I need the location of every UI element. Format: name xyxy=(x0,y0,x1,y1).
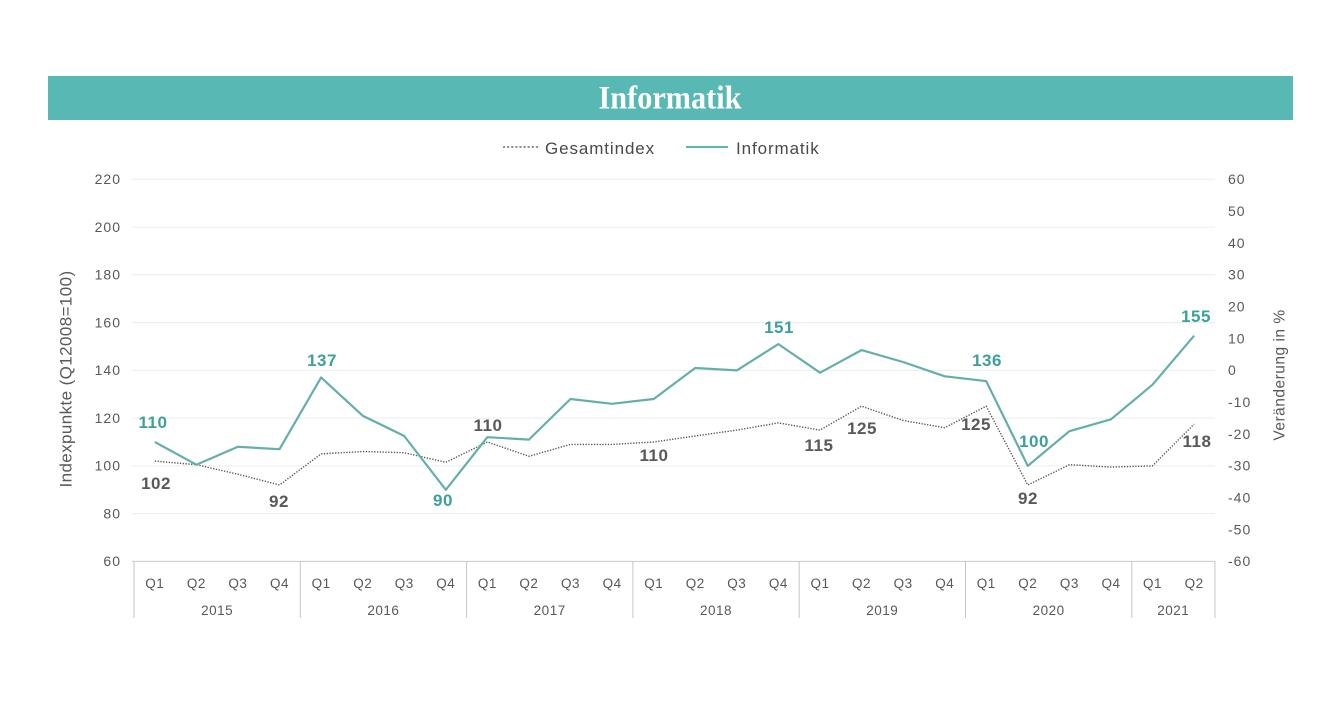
svg-text:Q1: Q1 xyxy=(810,576,829,591)
svg-text:Q3: Q3 xyxy=(1060,576,1079,591)
svg-text:Q3: Q3 xyxy=(727,576,746,591)
svg-text:136: 136 xyxy=(972,351,1002,370)
svg-text:2016: 2016 xyxy=(367,603,399,618)
svg-text:-20: -20 xyxy=(1228,426,1251,442)
svg-text:Q2: Q2 xyxy=(1185,576,1204,591)
svg-text:2021: 2021 xyxy=(1157,603,1189,618)
svg-text:110: 110 xyxy=(640,446,669,465)
svg-text:10: 10 xyxy=(1228,330,1246,346)
svg-text:200: 200 xyxy=(95,219,121,235)
svg-text:Q4: Q4 xyxy=(603,576,622,591)
svg-text:110: 110 xyxy=(139,413,168,432)
svg-text:140: 140 xyxy=(95,362,121,378)
svg-text:Q2: Q2 xyxy=(353,576,372,591)
svg-text:100: 100 xyxy=(1019,432,1049,451)
svg-text:125: 125 xyxy=(961,415,991,434)
svg-text:Informatik: Informatik xyxy=(736,139,820,158)
svg-text:118: 118 xyxy=(1183,432,1212,451)
svg-text:Q4: Q4 xyxy=(769,576,788,591)
svg-text:Informatik: Informatik xyxy=(599,81,743,117)
svg-text:Q4: Q4 xyxy=(270,576,289,591)
svg-text:Q4: Q4 xyxy=(935,576,954,591)
svg-text:2015: 2015 xyxy=(201,603,233,618)
svg-text:Q3: Q3 xyxy=(228,576,247,591)
svg-text:92: 92 xyxy=(269,492,289,511)
svg-text:Veränderung in %: Veränderung in % xyxy=(1272,309,1289,440)
svg-text:80: 80 xyxy=(103,505,121,521)
svg-text:125: 125 xyxy=(847,419,877,438)
svg-text:Gesamtindex: Gesamtindex xyxy=(545,139,655,158)
svg-text:20: 20 xyxy=(1228,299,1246,315)
svg-text:Q2: Q2 xyxy=(1018,576,1037,591)
svg-text:Q1: Q1 xyxy=(145,576,164,591)
svg-text:Q1: Q1 xyxy=(977,576,996,591)
svg-text:155: 155 xyxy=(1181,307,1211,326)
svg-text:90: 90 xyxy=(433,491,453,510)
svg-text:50: 50 xyxy=(1228,203,1246,219)
svg-text:Q3: Q3 xyxy=(561,576,580,591)
svg-text:Q3: Q3 xyxy=(395,576,414,591)
svg-text:0: 0 xyxy=(1228,362,1237,378)
svg-text:151: 151 xyxy=(764,318,794,337)
svg-text:2020: 2020 xyxy=(1033,603,1065,618)
svg-text:Q1: Q1 xyxy=(312,576,331,591)
svg-text:120: 120 xyxy=(95,410,121,426)
svg-text:92: 92 xyxy=(1018,489,1038,508)
svg-text:100: 100 xyxy=(95,458,121,474)
svg-text:Q2: Q2 xyxy=(852,576,871,591)
svg-text:30: 30 xyxy=(1228,267,1246,283)
svg-text:-50: -50 xyxy=(1228,521,1251,537)
svg-text:115: 115 xyxy=(805,436,834,455)
svg-text:2017: 2017 xyxy=(534,603,566,618)
svg-text:Q1: Q1 xyxy=(1143,576,1162,591)
svg-text:Q2: Q2 xyxy=(686,576,705,591)
svg-text:Q2: Q2 xyxy=(519,576,538,591)
svg-text:60: 60 xyxy=(1228,171,1246,187)
svg-text:Indexpunkte (Q12008=100): Indexpunkte (Q12008=100) xyxy=(57,270,76,487)
svg-text:40: 40 xyxy=(1228,235,1246,251)
svg-text:102: 102 xyxy=(141,474,171,493)
svg-text:-10: -10 xyxy=(1228,394,1251,410)
svg-text:-30: -30 xyxy=(1228,458,1251,474)
svg-text:-40: -40 xyxy=(1228,490,1251,506)
svg-text:2018: 2018 xyxy=(700,603,732,618)
svg-text:Q3: Q3 xyxy=(894,576,913,591)
svg-text:220: 220 xyxy=(95,171,121,187)
svg-text:Q4: Q4 xyxy=(1101,576,1120,591)
svg-text:-60: -60 xyxy=(1228,553,1251,569)
svg-text:Q1: Q1 xyxy=(644,576,663,591)
svg-text:137: 137 xyxy=(307,351,337,370)
svg-text:Q4: Q4 xyxy=(436,576,455,591)
svg-text:Q1: Q1 xyxy=(478,576,497,591)
svg-text:2019: 2019 xyxy=(866,603,898,618)
svg-text:180: 180 xyxy=(95,267,121,283)
svg-text:110: 110 xyxy=(474,416,503,435)
svg-text:60: 60 xyxy=(103,553,121,569)
svg-text:160: 160 xyxy=(95,314,121,330)
svg-text:Q2: Q2 xyxy=(187,576,206,591)
